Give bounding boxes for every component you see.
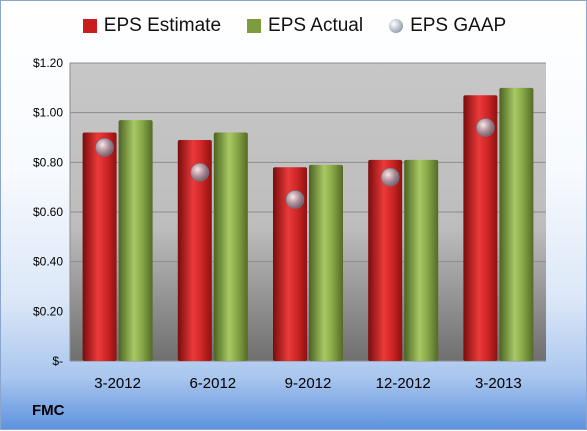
legend-label-estimate: EPS Estimate	[103, 15, 222, 36]
point-eps-gaap	[476, 118, 495, 137]
legend-item-estimate: EPS Estimate	[82, 15, 222, 37]
x-tick-label: 12-2012	[376, 375, 431, 392]
y-tick-label: $0.60	[33, 205, 63, 219]
point-eps-gaap	[95, 138, 114, 157]
bar-eps-actual	[118, 120, 153, 361]
legend: EPS Estimate EPS Actual EPS GAAP	[1, 15, 587, 37]
legend-swatch-actual	[247, 19, 262, 33]
legend-label-gaap: EPS GAAP	[410, 15, 507, 36]
legend-swatch-gaap	[389, 19, 404, 33]
x-tick-label: 3-2012	[94, 375, 141, 392]
point-eps-gaap	[380, 167, 400, 187]
bar-eps-estimate	[177, 139, 212, 361]
bar-eps-estimate	[273, 167, 307, 361]
x-tick-label: 9-2012	[285, 375, 332, 392]
y-tick-label: $0.80	[33, 155, 63, 169]
y-tick-label: $0.20	[33, 304, 63, 318]
bar-eps-estimate	[368, 159, 403, 361]
point-eps-gaap	[285, 190, 305, 209]
y-tick-label: $-	[52, 354, 63, 368]
point-eps-gaap	[190, 162, 210, 182]
y-tick-label: $1.20	[33, 56, 63, 70]
y-tick-label: $1.00	[33, 106, 63, 120]
legend-item-actual: EPS Actual	[247, 15, 363, 37]
y-tick-label: $0.40	[33, 255, 63, 269]
legend-label-actual: EPS Actual	[268, 15, 364, 36]
bar-eps-actual	[309, 164, 343, 361]
bar-eps-actual	[213, 132, 248, 361]
bar-eps-actual	[404, 159, 439, 361]
x-tick-label: 6-2012	[189, 375, 236, 392]
bar-eps-estimate	[463, 95, 498, 362]
legend-swatch-estimate	[82, 19, 97, 33]
bar-eps-actual	[499, 87, 534, 361]
legend-item-gaap: EPS GAAP	[389, 15, 506, 37]
company-label: FMC	[32, 402, 65, 419]
bar-eps-estimate	[82, 132, 117, 361]
x-tick-label: 3-2013	[475, 375, 522, 392]
